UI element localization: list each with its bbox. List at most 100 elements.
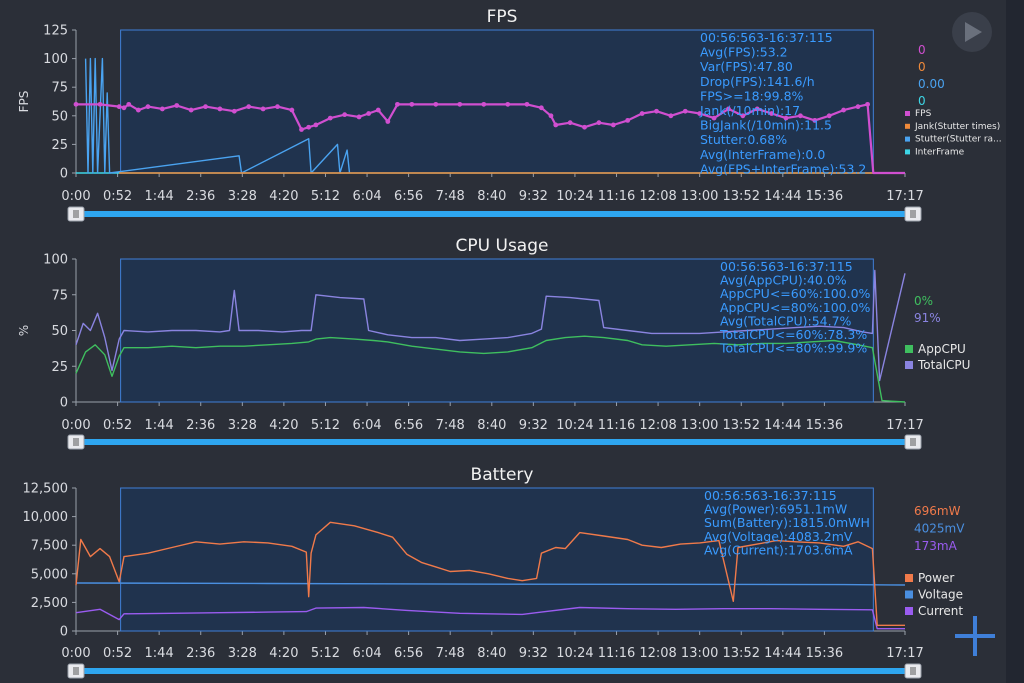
stat-line: 00:56:563-16:37:115 <box>720 259 853 274</box>
fps-point <box>740 113 746 119</box>
chart-title: FPS <box>487 7 518 27</box>
series-line-0 <box>75 521 905 626</box>
x-tick-label: 10:24 <box>556 418 593 433</box>
legend-entry[interactable]: TotalCPU <box>917 358 970 372</box>
legend-entry[interactable]: InterFrame <box>915 147 965 157</box>
legend-entry[interactable]: Current <box>918 604 963 618</box>
fps-point <box>356 114 362 120</box>
legend-swatch <box>905 111 910 116</box>
x-tick-label: 6:56 <box>394 189 423 204</box>
fps-point <box>841 107 846 113</box>
fps-point <box>126 101 132 107</box>
x-tick-label: 11:16 <box>598 646 635 661</box>
x-tick-label: 2:36 <box>186 646 215 661</box>
legend-swatch <box>905 123 910 129</box>
fps-point <box>375 107 381 113</box>
stat-line: 00:56:563-16:37:115 <box>704 488 837 503</box>
y-tick-label: 7,500 <box>31 539 68 554</box>
x-tick-label: 12:08 <box>639 418 676 433</box>
x-tick-label: 7:48 <box>436 418 465 433</box>
stat-line: Drop(FPS):141.6/h <box>700 74 815 89</box>
fps-point <box>342 112 348 118</box>
x-tick-label: 14:44 <box>764 418 801 433</box>
selection-region[interactable] <box>120 29 874 174</box>
fps-point <box>116 104 122 110</box>
time-slider-track[interactable] <box>76 439 915 445</box>
fps-point <box>313 122 319 128</box>
y-axis-label: % <box>17 325 31 336</box>
x-tick-label: 3:28 <box>228 189 257 204</box>
current-value: 91% <box>914 311 941 325</box>
stat-line: TotalCPU<=60%:78.3% <box>719 327 867 342</box>
stat-line: AppCPU<=80%:100.0% <box>720 300 871 315</box>
chart-panel-2: Battery 0 2,500 5,000 7,500 10,000 12,500 0:00 0… <box>23 465 965 679</box>
fps-point <box>409 101 415 107</box>
x-tick-label: 17:17 <box>886 646 923 661</box>
stat-line: AppCPU<=60%:100.0% <box>720 286 871 301</box>
x-tick-label: 14:44 <box>764 189 801 204</box>
series-line-2 <box>84 57 351 174</box>
time-slider-track[interactable] <box>76 668 915 674</box>
chart-panel-1: CPU Usage% 0 25 50 75 100 0:00 0:52 1:44 2:36 3:28… <box>17 236 970 450</box>
x-tick-label: 7:48 <box>436 189 465 204</box>
x-tick-label: 14:44 <box>764 646 801 661</box>
x-tick-label: 11:16 <box>598 189 635 204</box>
legend-entry[interactable]: Stutter(Stutter ra... <box>915 135 1002 145</box>
fps-point <box>289 107 295 113</box>
plus-icon[interactable] <box>955 616 995 656</box>
x-tick-label: 13:00 <box>681 646 718 661</box>
x-tick-label: 0:52 <box>103 418 132 433</box>
fps-point <box>548 113 554 119</box>
x-tick-label: 12:08 <box>639 189 676 204</box>
fps-point <box>174 103 180 108</box>
stat-line: Avg(Voltage):4083.2mV <box>704 529 853 544</box>
fps-point <box>726 106 731 112</box>
current-value: 0 <box>918 43 926 57</box>
fps-point <box>596 120 602 126</box>
fps-point <box>188 107 194 113</box>
fps-point <box>654 108 659 114</box>
stat-line: TotalCPU<=80%:99.9% <box>719 341 867 356</box>
fps-point <box>246 104 252 110</box>
y-tick-label: 25 <box>51 360 68 375</box>
window-edge <box>1006 0 1024 683</box>
legend-swatch <box>905 574 913 582</box>
fps-point <box>457 101 463 107</box>
fps-point <box>433 101 439 107</box>
play-icon[interactable] <box>952 12 992 52</box>
y-tick-label: 12,500 <box>23 482 69 497</box>
legend-entry[interactable]: Power <box>918 571 954 585</box>
y-tick-label: 75 <box>51 288 68 303</box>
x-tick-label: 17:17 <box>886 189 923 204</box>
fps-point <box>481 101 487 107</box>
current-value: 0 <box>918 94 926 108</box>
time-slider-track[interactable] <box>76 211 915 217</box>
stat-line: Sum(Battery):1815.0mWH <box>704 515 870 530</box>
fps-point <box>855 104 861 110</box>
fps-point <box>812 117 818 123</box>
x-tick-label: 4:20 <box>269 646 298 661</box>
fps-point <box>865 101 870 107</box>
x-tick-label: 1:44 <box>145 418 174 433</box>
x-tick-label: 5:12 <box>311 189 340 204</box>
current-value: 4025mV <box>914 522 965 536</box>
x-tick-label: 0:52 <box>103 646 132 661</box>
x-tick-label: 3:28 <box>228 646 257 661</box>
legend-swatch <box>905 136 910 142</box>
x-tick-label: 9:32 <box>519 646 548 661</box>
x-tick-label: 5:12 <box>311 646 340 661</box>
fps-point <box>639 111 645 116</box>
selection-region[interactable] <box>120 487 874 632</box>
x-tick-label: 4:20 <box>269 418 298 433</box>
legend-entry[interactable]: AppCPU <box>918 342 966 356</box>
y-tick-label: 50 <box>51 109 68 124</box>
series-line-1 <box>75 269 906 382</box>
legend-entry[interactable]: FPS <box>915 109 932 119</box>
x-tick-label: 6:56 <box>394 418 423 433</box>
legend-entry[interactable]: Jank(Stutter times) <box>914 122 1000 132</box>
fps-point <box>754 106 760 112</box>
y-axis-label: FPS <box>17 91 31 113</box>
chart-title: CPU Usage <box>456 236 549 256</box>
legend-entry[interactable]: Voltage <box>918 588 963 602</box>
